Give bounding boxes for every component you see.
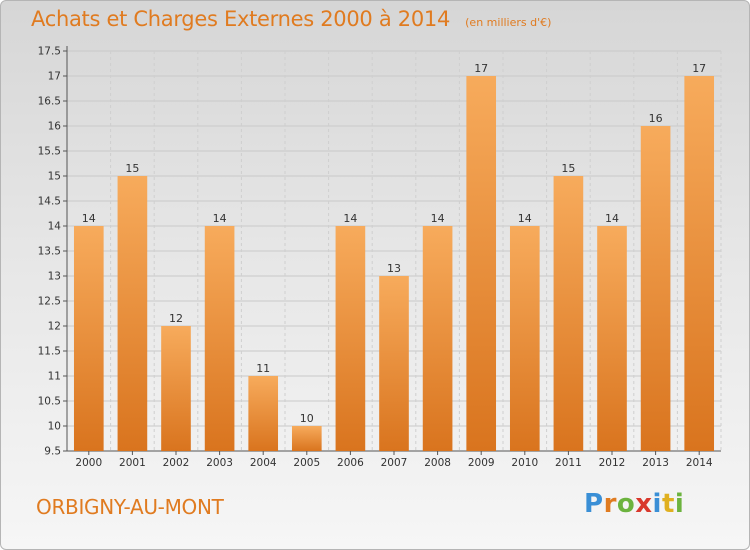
logo-letter: r bbox=[603, 489, 617, 519]
x-tick-label: 2012 bbox=[599, 457, 626, 469]
y-tick-label: 17.5 bbox=[38, 46, 61, 58]
axes: 9.5 10 10.5 11 11.5 12 12.5 13 13.5 14 14.5 15 15.5 1… bbox=[38, 46, 721, 469]
data-label: 14 bbox=[343, 212, 357, 225]
y-tick-label: 10.5 bbox=[38, 396, 61, 408]
data-label: 14 bbox=[605, 212, 619, 225]
bar bbox=[161, 326, 191, 451]
bar bbox=[73, 226, 104, 451]
proxiti-logo: Proxiti bbox=[584, 489, 684, 519]
data-label: 11 bbox=[256, 362, 270, 375]
bar bbox=[640, 126, 671, 451]
y-tick-label: 11.5 bbox=[38, 346, 61, 358]
bars: 14 15 12 14 11 10 14 13 14 17 14 15 14 16 17 bbox=[73, 62, 715, 451]
logo-letter: x bbox=[635, 489, 653, 519]
data-label: 17 bbox=[474, 62, 488, 75]
data-label: 14 bbox=[82, 212, 96, 225]
title-row: Achats et Charges Externes 2000 à 2014 (… bbox=[31, 7, 551, 31]
x-tick-label: 2008 bbox=[424, 457, 451, 469]
x-tick-label: 2013 bbox=[642, 457, 669, 469]
x-tick-label: 2009 bbox=[468, 457, 495, 469]
bar bbox=[379, 276, 409, 451]
bar bbox=[684, 76, 715, 451]
y-tick-label: 15.5 bbox=[38, 146, 61, 158]
bar bbox=[466, 76, 497, 451]
y-tick-label: 11 bbox=[48, 371, 61, 383]
bar bbox=[509, 226, 540, 451]
data-label: 15 bbox=[125, 162, 139, 175]
data-label: 10 bbox=[300, 412, 314, 425]
bar bbox=[422, 226, 453, 451]
x-tick-label: 2005 bbox=[293, 457, 320, 469]
logo-letter: i bbox=[652, 489, 662, 519]
data-label: 16 bbox=[649, 112, 663, 125]
logo-letter: i bbox=[674, 489, 685, 519]
bar bbox=[335, 226, 366, 451]
y-tick-label: 15 bbox=[48, 171, 61, 183]
y-tick-label: 9.5 bbox=[44, 446, 61, 458]
y-tick-label: 14 bbox=[48, 221, 62, 233]
bar bbox=[291, 426, 322, 451]
data-label: 14 bbox=[213, 212, 227, 225]
y-tick-label: 12.5 bbox=[38, 296, 61, 308]
bar bbox=[553, 176, 584, 451]
data-label: 15 bbox=[561, 162, 575, 175]
y-tick-label: 10 bbox=[48, 421, 61, 433]
chart-title: Achats et Charges Externes 2000 à 2014 bbox=[31, 7, 451, 31]
y-tick-label: 16 bbox=[48, 121, 62, 133]
data-label: 12 bbox=[169, 312, 183, 325]
y-tick-label: 13.5 bbox=[38, 246, 61, 258]
logo-letter: t bbox=[661, 489, 675, 519]
data-label: 14 bbox=[431, 212, 445, 225]
x-tick-label: 2003 bbox=[206, 457, 233, 469]
logo-letter: o bbox=[616, 489, 636, 519]
y-tick-label: 13 bbox=[48, 271, 61, 283]
x-tick-label: 2014 bbox=[686, 457, 713, 469]
y-tick-label: 17 bbox=[48, 71, 61, 83]
x-tick-label: 2006 bbox=[337, 457, 364, 469]
x-tick-label: 2010 bbox=[511, 457, 538, 469]
x-tick-label: 2011 bbox=[555, 457, 582, 469]
logo-letter: P bbox=[584, 489, 604, 519]
y-tick-label: 14.5 bbox=[38, 196, 61, 208]
data-label: 17 bbox=[692, 62, 706, 75]
x-tick-label: 2004 bbox=[250, 457, 277, 469]
chart-subtitle: (en milliers d'€) bbox=[465, 16, 552, 29]
data-label: 14 bbox=[518, 212, 532, 225]
x-tick-label: 2007 bbox=[381, 457, 408, 469]
x-tick-label: 2000 bbox=[75, 457, 102, 469]
x-tick-label: 2001 bbox=[119, 457, 146, 469]
y-tick-label: 16.5 bbox=[38, 96, 61, 108]
data-label: 13 bbox=[387, 262, 401, 275]
x-tick-label: 2002 bbox=[163, 457, 190, 469]
commune-name: ORBIGNY-AU-MONT bbox=[36, 495, 224, 519]
bar bbox=[248, 376, 279, 451]
bar bbox=[204, 226, 235, 451]
bar bbox=[117, 176, 148, 451]
y-tick-label: 12 bbox=[48, 321, 61, 333]
bar bbox=[597, 226, 627, 451]
